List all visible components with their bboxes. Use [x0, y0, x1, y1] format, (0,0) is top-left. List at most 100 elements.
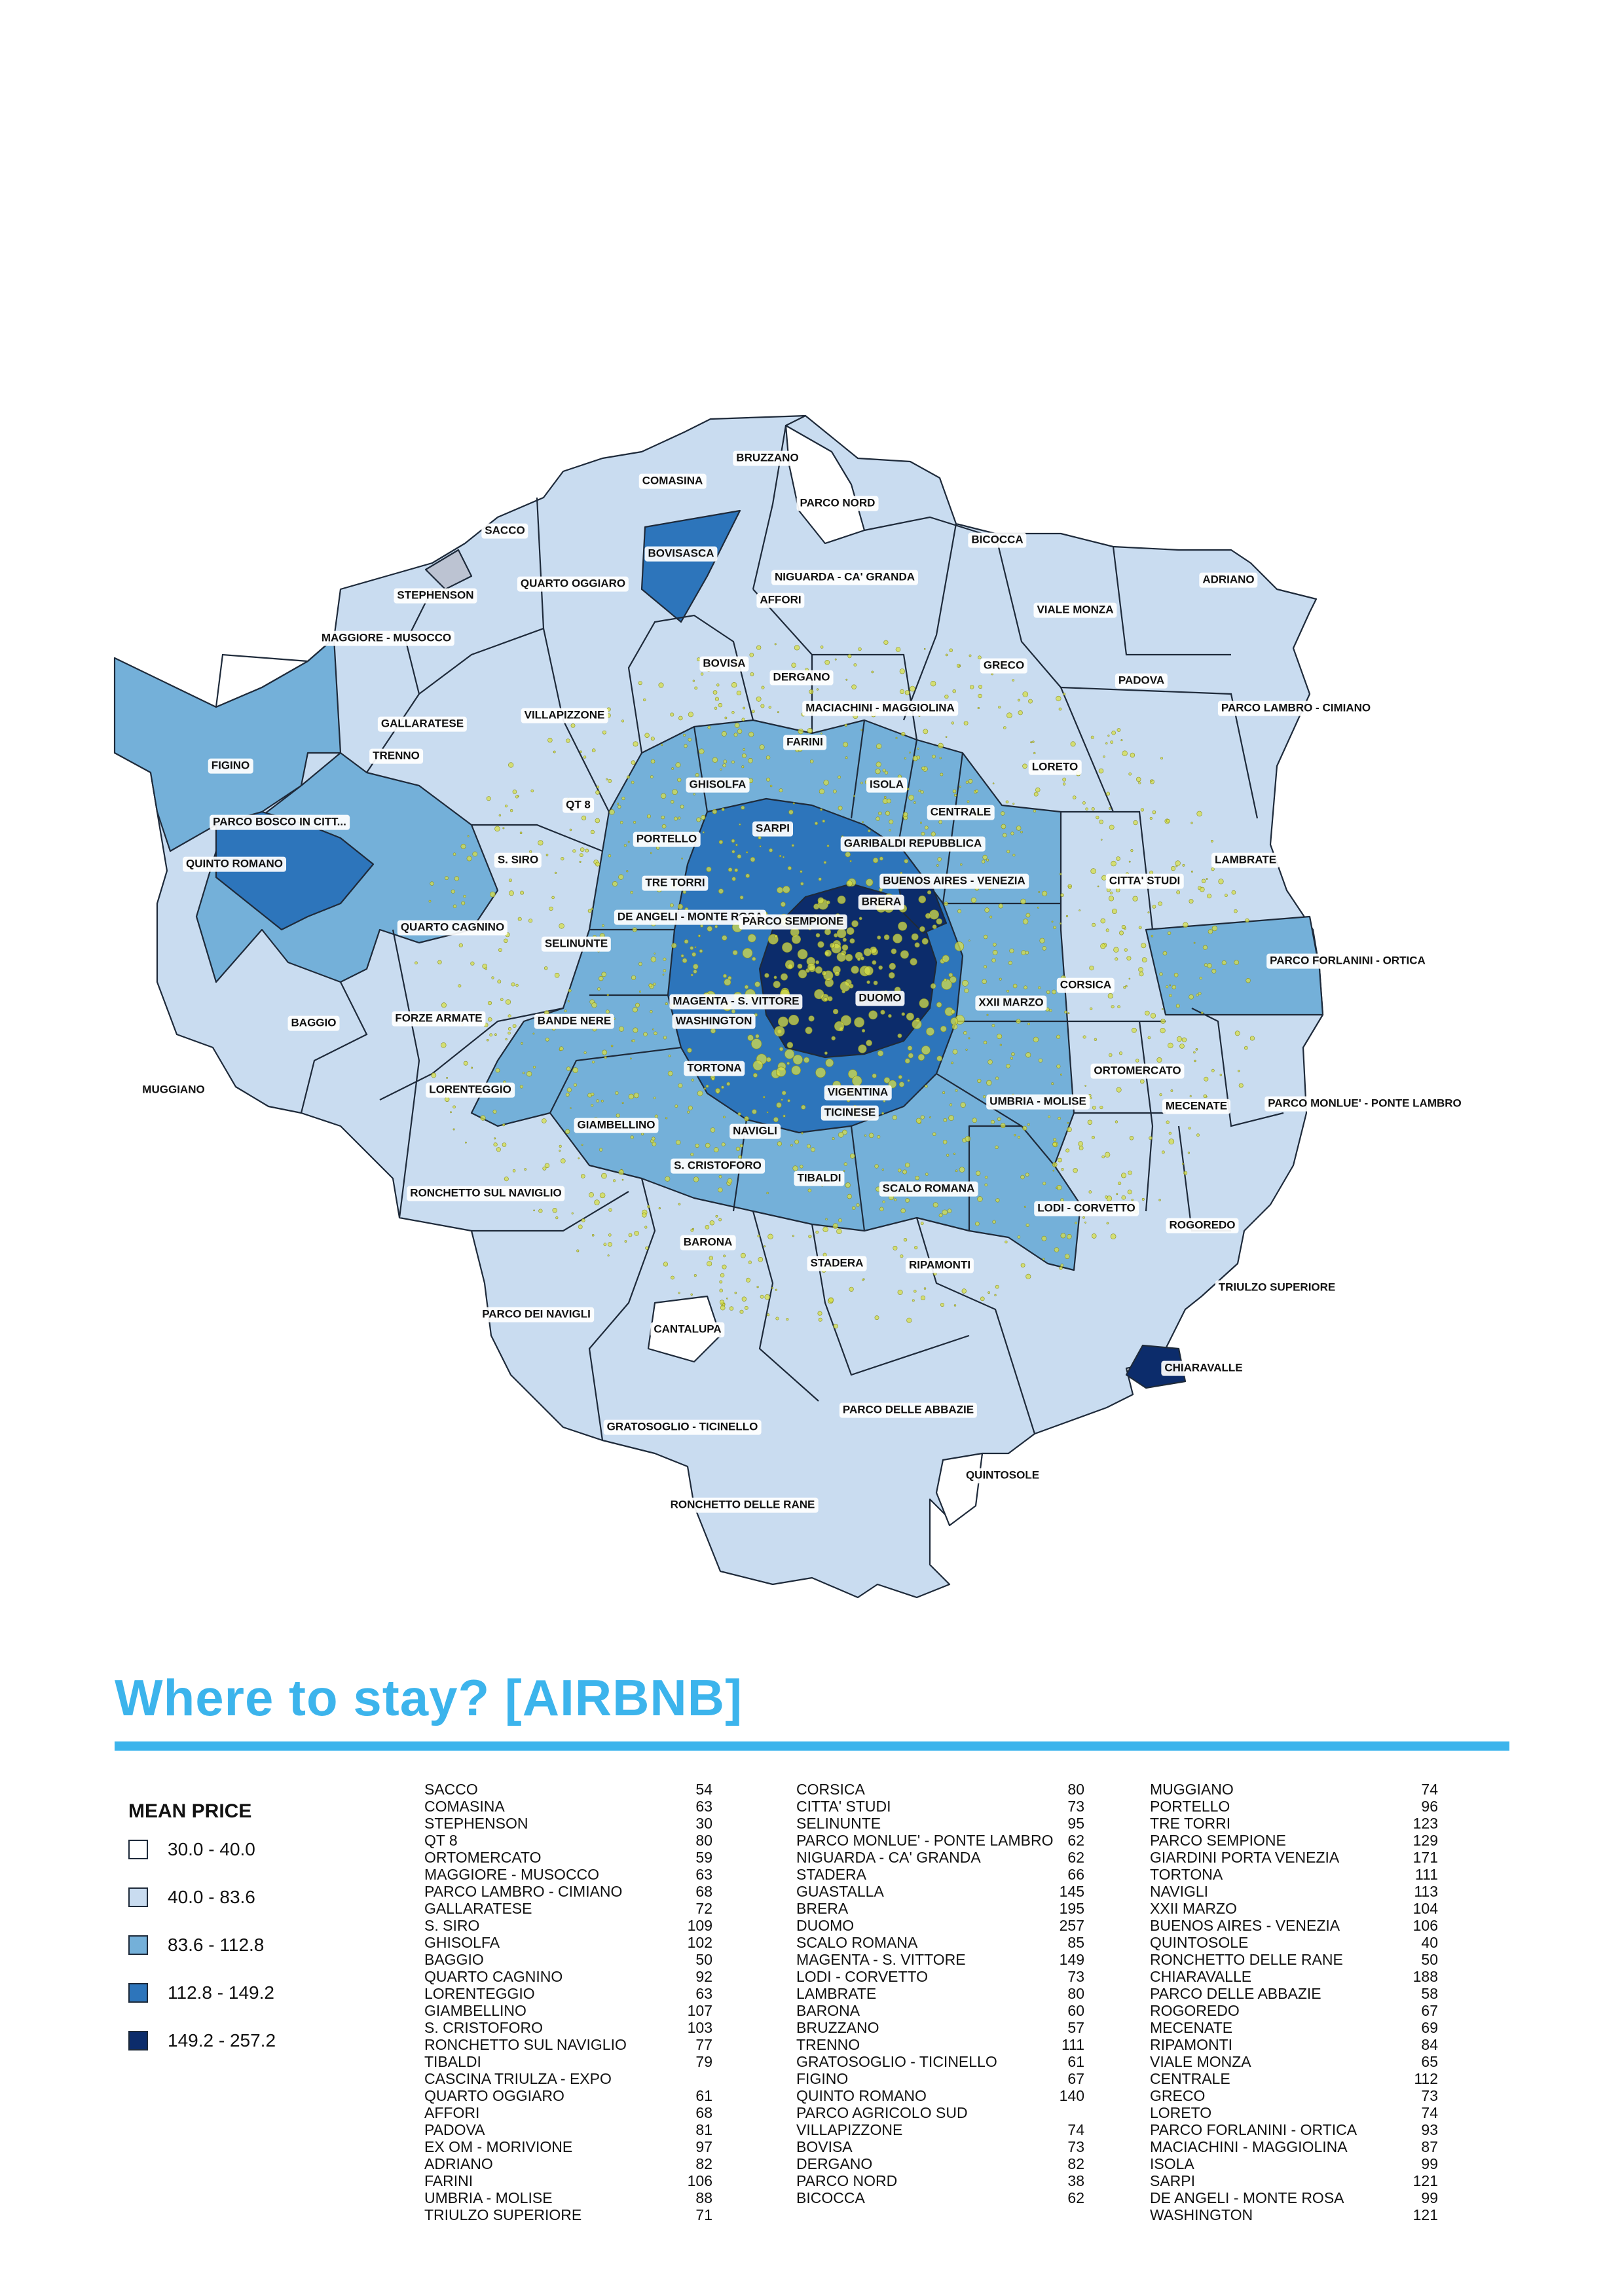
district-bovisasca — [640, 509, 741, 623]
listing-dot — [808, 1015, 815, 1022]
listing-dot — [763, 1095, 766, 1099]
listing-dot — [608, 854, 612, 858]
mean-price: 121 — [1412, 2172, 1438, 2189]
district-label: BUENOS AIRES - VENEZIA — [879, 873, 1029, 889]
listing-dot — [803, 1057, 810, 1063]
district-name: LODI - CORVETTO — [796, 1968, 929, 1985]
listing-dot — [982, 979, 987, 984]
listing-dot — [743, 748, 746, 751]
listing-dot — [1175, 860, 1181, 866]
listing-dot — [722, 1303, 726, 1307]
mean-price: 149 — [1059, 1951, 1084, 1968]
listing-dot — [766, 777, 771, 782]
listing-dot — [995, 1285, 999, 1289]
listing-dot — [1060, 893, 1064, 897]
listing-dot — [1091, 1135, 1095, 1139]
listing-dot — [938, 742, 944, 749]
listing-dot — [718, 839, 724, 845]
mean-price: 107 — [687, 2002, 712, 2019]
listing-dot — [493, 1142, 498, 1147]
listing-dot — [521, 1042, 523, 1045]
listing-dot — [1092, 922, 1096, 927]
listing-dot — [1052, 989, 1056, 994]
listing-dot — [751, 710, 755, 714]
district-name: STEPHENSON — [424, 1815, 528, 1832]
listing-dot — [1110, 1233, 1116, 1239]
mean-price: 63 — [695, 1798, 712, 1815]
listing-dot — [953, 1304, 957, 1307]
legend-range: 149.2 - 257.2 — [168, 2030, 276, 2050]
listing-dot — [693, 970, 697, 974]
listing-dot — [1115, 888, 1120, 892]
listing-dot — [695, 773, 699, 777]
listing-dot — [1160, 1019, 1166, 1024]
listing-dot — [851, 1206, 856, 1210]
listing-dot — [832, 1223, 839, 1229]
listing-dot — [981, 860, 986, 864]
listing-dot — [741, 765, 745, 769]
district-label: PARCO SEMPIONE — [739, 914, 847, 930]
listing-dot — [760, 1294, 764, 1299]
listing-dot — [731, 850, 735, 854]
district-label: BOVISASCA — [644, 546, 718, 562]
listing-dot — [684, 744, 688, 748]
listing-dot — [650, 737, 655, 741]
listing-dot — [882, 1200, 885, 1203]
listing-dot — [595, 818, 600, 824]
district-name: RONCHETTO SUL NAVIGLIO — [424, 2036, 627, 2053]
listing-dot — [747, 1034, 754, 1041]
listing-dot — [999, 977, 1002, 981]
listing-dot — [818, 1317, 822, 1322]
listing-dot — [719, 1288, 723, 1292]
listing-dot — [565, 1093, 570, 1097]
listing-dot — [962, 979, 969, 987]
district-label: PORTELLO — [633, 831, 701, 847]
district-label: WASHINGTON — [672, 1013, 756, 1029]
listing-dot — [1196, 1133, 1200, 1137]
district-name: PARCO MONLUE' - PONTE LAMBRO — [796, 1832, 1054, 1849]
listing-dot — [652, 1142, 657, 1146]
listing-dot — [819, 788, 825, 795]
listing-dot — [632, 1007, 638, 1013]
listing-dot — [1097, 885, 1099, 888]
listing-dot — [485, 967, 487, 970]
listing-dot — [760, 704, 765, 708]
price-table-row: PARCO NORD 38 — [796, 2172, 1084, 2189]
listing-dot — [1009, 948, 1014, 953]
listing-dot — [951, 721, 954, 725]
listing-dot — [1207, 894, 1212, 899]
district-label: PARCO DELLE ABBAZIE — [839, 1402, 978, 1418]
listing-dot — [907, 1079, 910, 1082]
listing-dot — [1234, 960, 1239, 965]
listing-dot — [591, 748, 596, 752]
price-table-row: BRUZZANO 57 — [796, 2019, 1084, 2036]
listing-dot — [1052, 1169, 1055, 1172]
listing-dot — [532, 1032, 535, 1035]
mean-price: 63 — [695, 1866, 712, 1883]
district-name: TRE TORRI — [1150, 1815, 1231, 1832]
listing-dot — [465, 1141, 467, 1144]
listing-dot — [1129, 1136, 1134, 1140]
listing-dot — [618, 874, 624, 880]
listing-dot — [1059, 922, 1061, 925]
listing-dot — [729, 1306, 734, 1311]
listing-dot — [917, 747, 919, 750]
listing-dot — [694, 686, 698, 690]
district-label: S. CRISTOFORO — [671, 1158, 765, 1174]
listing-dot — [486, 796, 491, 801]
mean-price: 67 — [1421, 2002, 1438, 2019]
listing-dot — [936, 1055, 942, 1061]
price-table-row: TORTONA 111 — [1150, 1866, 1438, 1883]
listing-dot — [1183, 1171, 1188, 1175]
listing-dot — [923, 647, 926, 650]
listing-dot — [454, 876, 460, 881]
listing-dot — [954, 793, 957, 797]
district-name: CASCINA TRIULZA - EXPO — [424, 2070, 612, 2087]
listing-dot — [1211, 925, 1218, 932]
listing-dot — [567, 1000, 570, 1002]
mean-price: 171 — [1412, 1849, 1438, 1866]
listing-dot — [1179, 1044, 1185, 1049]
district-name: TRIULZO SUPERIORE — [424, 2206, 582, 2223]
district-name: CORSICA — [796, 1781, 865, 1798]
district-label: QT 8 — [563, 797, 594, 813]
